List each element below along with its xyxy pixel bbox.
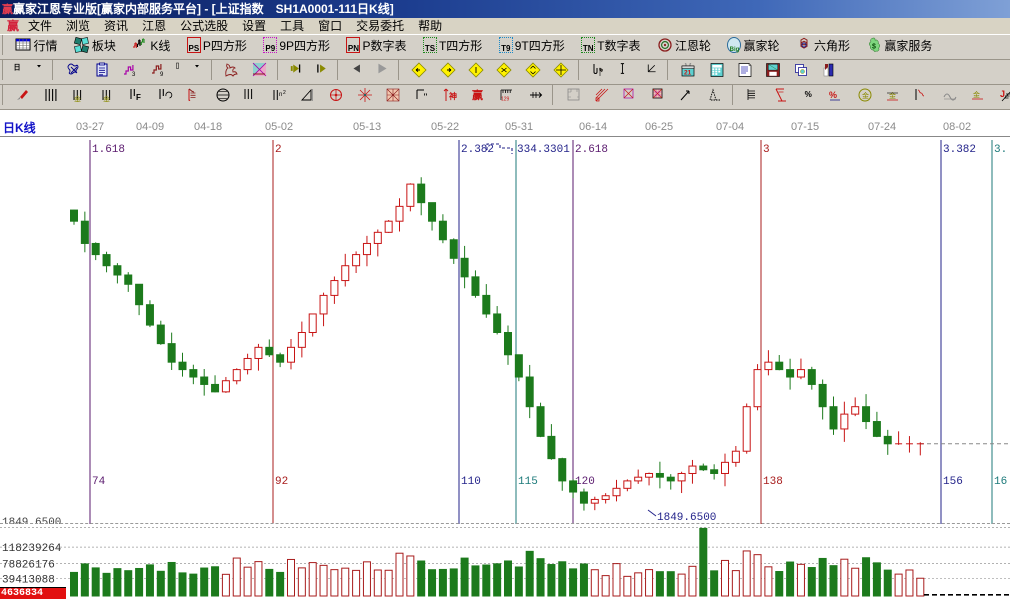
svg-text:日: 日 [14, 64, 21, 72]
svg-text:金: 金 [889, 91, 896, 100]
svg-text:118239264: 118239264 [2, 543, 62, 555]
svg-text:n: n [279, 92, 282, 98]
svg-text:92: 92 [275, 476, 288, 488]
svg-text:129: 129 [501, 97, 510, 103]
svg-text:74: 74 [92, 476, 106, 488]
svg-text:9: 9 [160, 72, 164, 78]
svg-text:2.382: 2.382 [461, 144, 494, 156]
svg-text:3.: 3. [994, 144, 1007, 156]
svg-text:2: 2 [283, 90, 286, 96]
svg-text:J: J [1000, 89, 1005, 99]
svg-text:1.618: 1.618 [92, 144, 125, 156]
svg-text:金: 金 [103, 95, 110, 104]
svg-text:3: 3 [763, 144, 770, 156]
svg-text:2: 2 [275, 144, 282, 156]
svg-text:3: 3 [132, 72, 136, 78]
svg-text:138: 138 [763, 476, 783, 488]
svg-text:%: % [804, 90, 811, 99]
svg-text:110: 110 [461, 476, 481, 488]
svg-text:39413088: 39413088 [2, 575, 55, 587]
svg-text:F: F [136, 93, 141, 102]
svg-text:16: 16 [994, 476, 1007, 488]
svg-text:赢: 赢 [472, 88, 483, 102]
svg-text:21: 21 [684, 70, 692, 77]
svg-text:神: 神 [449, 91, 457, 101]
svg-text:%: % [829, 90, 837, 100]
svg-text:$: $ [872, 44, 876, 51]
svg-text:156: 156 [943, 476, 963, 488]
svg-text:": " [423, 92, 428, 102]
svg-text:2.618: 2.618 [575, 144, 608, 156]
svg-text:78826176: 78826176 [2, 559, 55, 571]
svg-text:金: 金 [74, 95, 81, 104]
svg-text:金: 金 [973, 90, 980, 99]
svg-text:120: 120 [575, 476, 595, 488]
svg-text:3.382: 3.382 [943, 144, 976, 156]
svg-text:115: 115 [518, 476, 538, 488]
svg-text:334.3301: 334.3301 [517, 144, 570, 156]
svg-text:金: 金 [862, 91, 869, 100]
